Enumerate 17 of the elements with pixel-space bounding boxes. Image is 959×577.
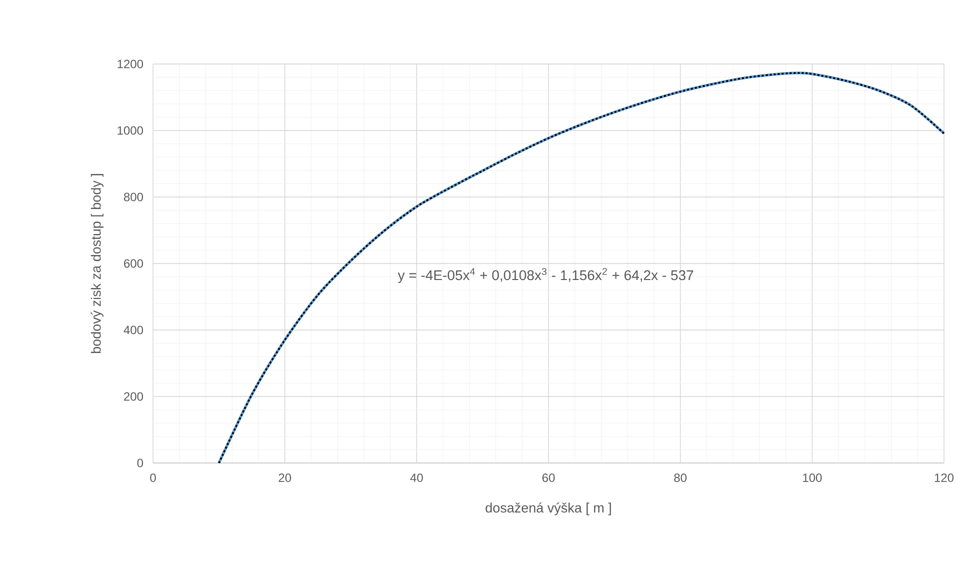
x-tick-label: 120 <box>934 474 954 482</box>
annotation: y = -4E-05x$^{4}$ + 0,0108x$^{3}$ - 1,156x$^{2}$ + 64,2x - 537 <box>398 268 694 283</box>
y-tick-label: 1200 <box>118 60 144 68</box>
x-tick-label: 0 <box>150 474 156 482</box>
y-tick-label: 0 <box>137 458 144 468</box>
y-tick-label: 1000 <box>118 126 144 135</box>
x-tick-label: 100 <box>803 474 822 482</box>
y-axis-title: bodový zisk za dostup [ body ] <box>90 174 104 354</box>
x-tick-label: 80 <box>674 474 687 482</box>
y-tick-label: 600 <box>124 259 144 268</box>
y-tick-label: 200 <box>124 392 144 401</box>
y-tick-label: 800 <box>124 192 144 202</box>
x-tick-label: 20 <box>278 474 292 482</box>
x-tick-label: 40 <box>410 474 423 482</box>
x-axis-title: dosažená výška [ m ] <box>486 502 611 516</box>
x-tick-label: 60 <box>542 474 555 482</box>
y-tick-label: 400 <box>124 326 144 334</box>
